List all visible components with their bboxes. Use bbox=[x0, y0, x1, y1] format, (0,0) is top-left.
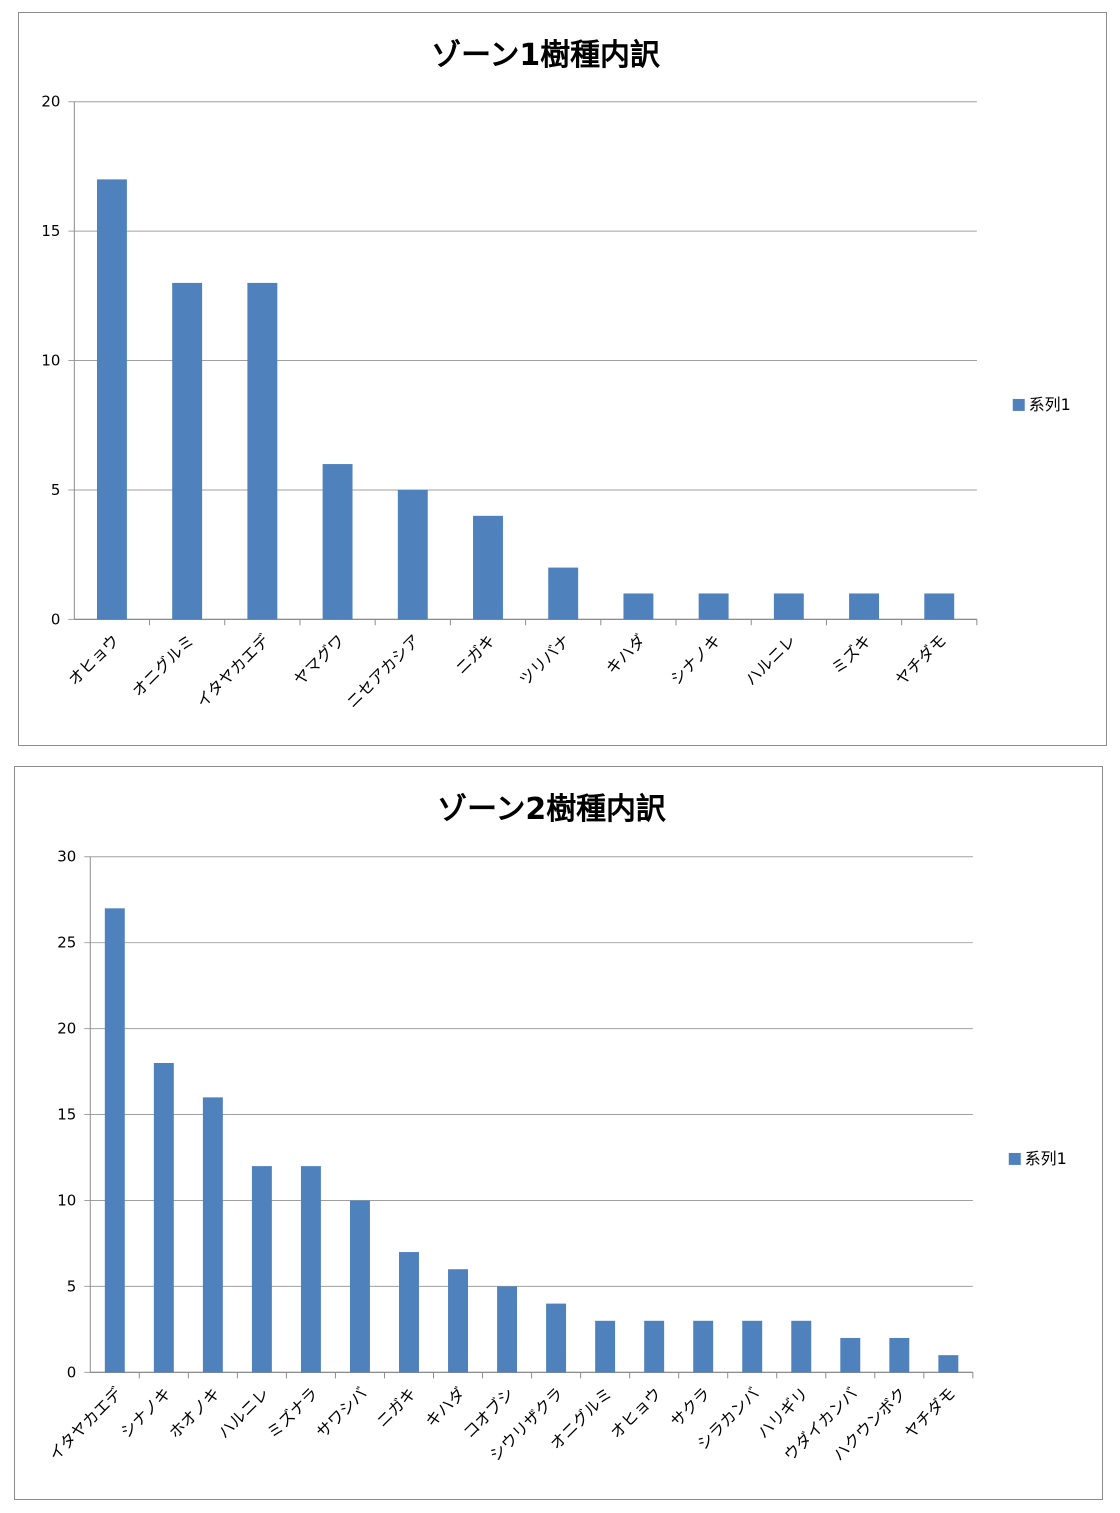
chart2-bar bbox=[104, 908, 125, 1373]
chart1-bar bbox=[924, 593, 955, 620]
chart1-bar bbox=[247, 282, 278, 620]
chart2-y-tick-label: 15 bbox=[57, 1106, 76, 1124]
chart2-bar bbox=[840, 1337, 861, 1373]
chart1-category-label: ニガキ bbox=[452, 631, 499, 678]
chart1-category-label: ハルニレ bbox=[741, 631, 800, 690]
chart2-bar bbox=[349, 1200, 370, 1373]
chart2-bar bbox=[448, 1269, 468, 1373]
chart1-bar bbox=[473, 515, 503, 620]
chart1-bar bbox=[96, 179, 127, 620]
chart1-category-label: ミズキ bbox=[828, 631, 875, 678]
chart2-y-tick-label: 10 bbox=[57, 1191, 76, 1209]
chart1-category-label: ツリバナ bbox=[515, 631, 574, 690]
chart2-bar bbox=[938, 1355, 959, 1373]
chart2-legend-swatch bbox=[1008, 1152, 1021, 1165]
chart2-bar bbox=[595, 1320, 616, 1373]
chart1-bar bbox=[548, 567, 579, 620]
chart2-y-tick-label: 30 bbox=[57, 848, 76, 866]
chart2-bar bbox=[399, 1252, 419, 1373]
chart2-category-label: サワシバ bbox=[313, 1384, 371, 1442]
chart2-bar bbox=[693, 1320, 714, 1373]
chart2-category-label: シナノキ bbox=[117, 1384, 175, 1442]
chart2-bar bbox=[742, 1320, 763, 1373]
chart1-title: ゾーン1樹種内訳 bbox=[431, 38, 660, 73]
chart1-category-label: オニグルミ bbox=[128, 631, 198, 701]
chart2-category-label: オヒョウ bbox=[606, 1384, 665, 1443]
chart1-y-tick-label: 5 bbox=[51, 481, 61, 499]
chart-panel-zone1: ゾーン1樹種内訳 0 5 10 15 20 オヒョウ オニグルミ イタヤカエデ ヤマグワ ニセアカシ… bbox=[18, 12, 1107, 746]
chart2-category-label: ホオノキ bbox=[165, 1384, 224, 1443]
chart1-category-label: キハダ bbox=[602, 631, 649, 678]
chart1-bar bbox=[623, 593, 654, 620]
chart1-bar bbox=[773, 593, 804, 620]
chart2-category-label: サクラ bbox=[667, 1384, 714, 1431]
chart2-bar bbox=[497, 1286, 518, 1373]
chart2-category-label: ハルニレ bbox=[214, 1384, 273, 1443]
chart2-y-tick-label: 0 bbox=[67, 1363, 77, 1381]
chart1-y-tick-label: 0 bbox=[51, 610, 61, 628]
chart2-category-label: キハダ bbox=[422, 1384, 469, 1431]
chart2-y-tick-label: 20 bbox=[57, 1020, 76, 1038]
chart1-bar bbox=[322, 464, 353, 620]
chart2-bar bbox=[644, 1320, 665, 1373]
chart2-category-label: ヤチダモ bbox=[901, 1384, 960, 1443]
chart2-bar bbox=[300, 1166, 321, 1373]
chart1-category-label: ヤマグワ bbox=[290, 631, 349, 690]
chart1-category-label: ヤチダモ bbox=[892, 631, 951, 690]
chart2-y-tick-label: 5 bbox=[67, 1277, 77, 1295]
chart2-bar bbox=[791, 1320, 812, 1373]
chart1-y-tick-label: 15 bbox=[41, 222, 60, 240]
chart1-bar bbox=[849, 593, 880, 620]
chart2-bar bbox=[546, 1303, 567, 1373]
chart1-y-tick-label: 10 bbox=[41, 352, 60, 370]
chart2-legend-label: 系列1 bbox=[1025, 1149, 1067, 1168]
chart2-title: ゾーン2樹種内訳 bbox=[437, 792, 666, 827]
chart1-bar bbox=[172, 282, 203, 620]
chart2-bar bbox=[251, 1166, 272, 1373]
chart1-category-label: シナノキ bbox=[666, 631, 724, 689]
chart1-y-tick-label: 20 bbox=[41, 93, 60, 111]
chart1-category-label: ニセアカシア bbox=[343, 631, 424, 712]
chart2-bar bbox=[202, 1097, 223, 1373]
chart2-category-label: ニガキ bbox=[373, 1384, 420, 1431]
chart1-legend-label: 系列1 bbox=[1029, 395, 1071, 414]
chart1-category-label: オヒョウ bbox=[64, 631, 123, 690]
bar-chart-zone2: ゾーン2樹種内訳 0 5 10 15 20 25 30 イタヤカエデシナノキホオノキハルニレミズ… bbox=[45, 792, 1067, 1465]
chart1-category-label: イタヤカエデ bbox=[193, 631, 274, 712]
chart1-bar bbox=[397, 489, 428, 620]
chart1-legend-swatch bbox=[1012, 398, 1025, 411]
chart2-y-tick-label: 25 bbox=[57, 934, 76, 952]
chart1-bar bbox=[698, 593, 729, 620]
chart2-category-label: イタヤカエデ bbox=[45, 1384, 126, 1465]
chart-panel-zone2: ゾーン2樹種内訳 0 5 10 15 20 25 30 イタヤカエデ シナノキ ホオノキ ハルニレ ミズ… bbox=[14, 766, 1103, 1500]
chart2-bar bbox=[153, 1062, 174, 1373]
chart2-category-label: ミズナラ bbox=[263, 1384, 322, 1443]
chart2-bar bbox=[889, 1337, 910, 1373]
